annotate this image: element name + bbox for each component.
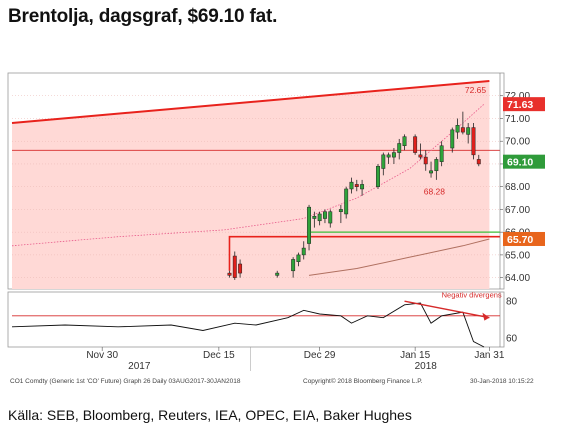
candle-body <box>338 209 343 212</box>
candle-body <box>413 136 418 153</box>
candle-body <box>455 125 460 133</box>
divergence-arrow-head <box>482 312 490 321</box>
candle-body <box>275 272 280 276</box>
divergence-arrow-line <box>404 300 490 319</box>
rsi-panel-frame <box>7 291 505 348</box>
x-tick-label: Dec 29 <box>304 350 336 361</box>
moving-average-long <box>308 238 490 276</box>
grid-lines <box>12 95 500 278</box>
candle-body <box>423 156 428 165</box>
x-tick-label: Jan 31 <box>474 350 504 361</box>
price-tag-label: 65.70 <box>507 234 533 246</box>
candle-body <box>301 247 306 256</box>
annotation-high: 72.65 <box>465 85 487 95</box>
footer-left: CO1 Comdty (Generic 1st 'CO' Future) Gra… <box>10 378 241 385</box>
candlesticks <box>227 111 481 280</box>
price-tag <box>503 97 545 112</box>
price-tag-label: 69.10 <box>507 157 533 169</box>
price-tag <box>503 231 545 246</box>
x-axis: Nov 30 Dec 15 Dec 29 Jan 15 Jan 31 2017 2018 <box>86 347 505 372</box>
candle-body <box>434 159 439 172</box>
candle-body <box>402 136 407 147</box>
candle-body <box>307 206 311 244</box>
candle-body <box>232 255 237 278</box>
candle-body <box>466 127 471 135</box>
rsi-tick-label: 80 <box>506 297 518 308</box>
indicator-lines <box>11 79 500 276</box>
y-tick-label: 65.00 <box>505 250 530 261</box>
x-tick-label: Dec 15 <box>203 350 235 361</box>
candle-body <box>291 259 296 272</box>
brent-chart: 64.0065.0066.0067.0068.0069.0070.0071.00… <box>7 72 545 385</box>
x-year-label: 2017 <box>128 361 151 372</box>
candle-body <box>471 127 476 156</box>
candle-body <box>312 215 317 219</box>
x-tick-label: Nov 30 <box>86 350 118 361</box>
candle-body <box>439 145 444 162</box>
candle-body <box>328 211 333 224</box>
y-tick-label: 72.00 <box>505 91 530 102</box>
x-year-label: 2018 <box>415 361 438 372</box>
y-tick-label: 70.00 <box>505 137 530 148</box>
chart-title: Brentolja, dagsgraf, $69.10 fat. <box>8 6 278 27</box>
price-tag <box>503 154 545 169</box>
candle-body <box>429 170 433 174</box>
candle-body <box>317 213 322 222</box>
source-note: Källa: SEB, Bloomberg, Reuters, IEA, OPE… <box>8 407 412 423</box>
candle-body <box>354 184 359 187</box>
candle-body <box>460 127 465 133</box>
candle-body <box>397 143 402 153</box>
price-tags: 71.63 69.10 65.70 <box>503 97 545 246</box>
candle-body <box>376 165 380 187</box>
candle-body <box>391 152 396 158</box>
y-tick-label: 71.00 <box>505 114 530 125</box>
candle-body <box>296 254 301 262</box>
annotation-low: 68.28 <box>424 186 446 196</box>
rsi-indicator: 80 60 Negativ divergens <box>11 291 518 348</box>
candle-body <box>344 188 349 215</box>
y-tick-label: 67.00 <box>505 205 530 216</box>
candle-body <box>381 154 386 169</box>
y-tick-label: 68.00 <box>505 182 530 193</box>
candle-body <box>323 211 327 219</box>
candle-body <box>418 154 423 158</box>
annotations: 72.65 68.28 <box>424 85 487 196</box>
divergence-label: Negativ divergens <box>442 291 502 300</box>
footer-mid: Copyright© 2018 Bloomberg Finance L.P. <box>303 377 423 385</box>
y-tick-label: 64.00 <box>505 273 530 284</box>
candle-body <box>386 154 391 158</box>
candle-body <box>238 263 243 274</box>
x-tick-label: Jan 15 <box>400 350 430 361</box>
price-tag-label: 71.63 <box>507 99 533 111</box>
support-line-red <box>228 235 500 271</box>
rsi-line <box>11 302 485 348</box>
candle-body <box>476 159 481 165</box>
rsi-tick-label: 60 <box>506 333 518 344</box>
candle-body <box>450 129 455 149</box>
footer-right: 30-Jan-2018 10:15:22 <box>470 378 534 385</box>
candle-body <box>349 181 354 190</box>
candle-body <box>227 272 232 276</box>
upper-trendline <box>11 79 490 125</box>
candle-body <box>360 184 365 190</box>
